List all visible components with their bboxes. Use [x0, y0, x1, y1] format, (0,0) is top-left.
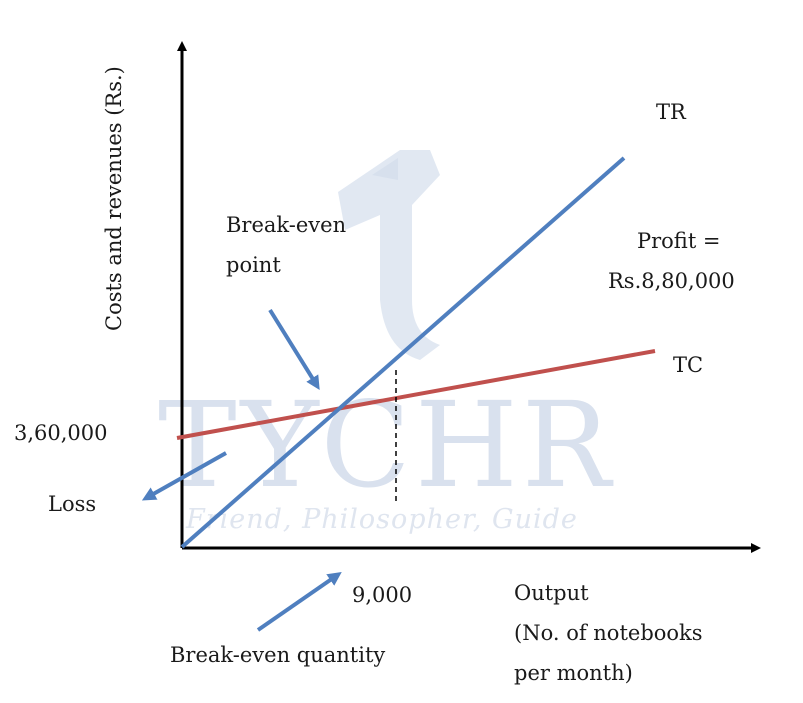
profit-label-line1: Profit =: [637, 229, 721, 253]
fixed-cost-value: 3,60,000: [14, 421, 108, 445]
x-axis-label-line3: per month): [514, 661, 633, 685]
profit-label-line2: Rs.8,80,000: [608, 269, 735, 293]
break-even-point-arrow: [268, 308, 320, 390]
watermark-logo-icon: [338, 150, 440, 360]
break-even-point-label-line1: Break-even: [226, 213, 346, 237]
tc-line: [176, 349, 656, 440]
tr-line: [180, 156, 626, 549]
break-even-point-label-line2: point: [226, 253, 281, 277]
watermark: TYCHR Friend, Philosopher, Guide: [158, 150, 615, 535]
tr-label: TR: [656, 100, 687, 124]
break-even-quantity-arrow: [256, 572, 342, 632]
break-even-quantity-value: 9,000: [352, 583, 412, 607]
break-even-quantity-label: Break-even quantity: [170, 643, 385, 667]
tc-label: TC: [673, 353, 703, 377]
loss-arrow: [141, 451, 227, 501]
x-axis-label-line2: (No. of notebooks: [514, 621, 703, 645]
y-axis-label: Costs and revenues (Rs.): [102, 66, 126, 331]
watermark-brand: TYCHR: [158, 376, 615, 514]
watermark-tagline: Friend, Philosopher, Guide: [185, 504, 578, 535]
loss-label: Loss: [48, 492, 96, 516]
x-axis-label-line1: Output: [514, 581, 589, 605]
